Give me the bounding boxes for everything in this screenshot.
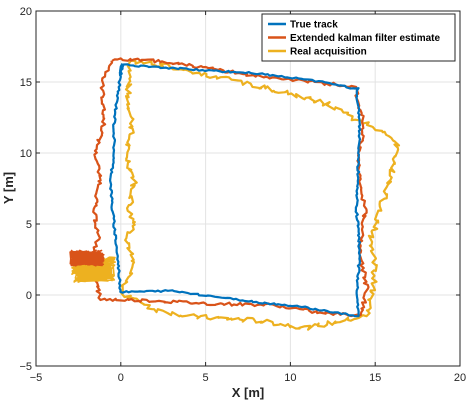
y-tick-label-3: 10	[20, 148, 32, 160]
y-tick-label-1: 0	[26, 290, 32, 302]
y-tick-label-5: 20	[20, 6, 32, 18]
series-layer	[88, 57, 401, 331]
x-tick-label-0: −5	[30, 372, 43, 384]
real-acquisition-start-cluster	[71, 255, 116, 283]
series-line-0	[109, 62, 362, 318]
ekf-start-cluster	[69, 249, 105, 267]
axis-ticks: −5 0 5 10 15 20 −5 0 5 10 15 20	[19, 6, 466, 384]
legend-box	[261, 13, 456, 62]
legend-label-0: True track	[290, 20, 338, 31]
plot-background	[36, 11, 460, 366]
x-axis-label: X [m]	[232, 385, 265, 400]
x-tick-label-4: 15	[369, 372, 381, 384]
legend-label-2: Real acquisition	[290, 47, 367, 58]
y-tick-label-0: −5	[19, 361, 32, 373]
series-line-2	[120, 59, 401, 331]
start-clusters	[69, 249, 116, 283]
x-tick-label-1: 0	[118, 372, 124, 384]
y-axis-label: Y [m]	[1, 172, 16, 204]
x-tick-label-3: 10	[284, 372, 296, 384]
x-tick-label-5: 20	[454, 372, 466, 384]
y-tick-label-2: 5	[26, 219, 32, 231]
legend: True track Extended kalman filter estimat…	[261, 13, 456, 62]
y-tick-label-4: 15	[20, 77, 32, 89]
legend-label-1: Extended kalman filter estimate	[290, 33, 440, 44]
x-tick-label-2: 5	[203, 372, 209, 384]
plot-frame	[35, 10, 461, 367]
